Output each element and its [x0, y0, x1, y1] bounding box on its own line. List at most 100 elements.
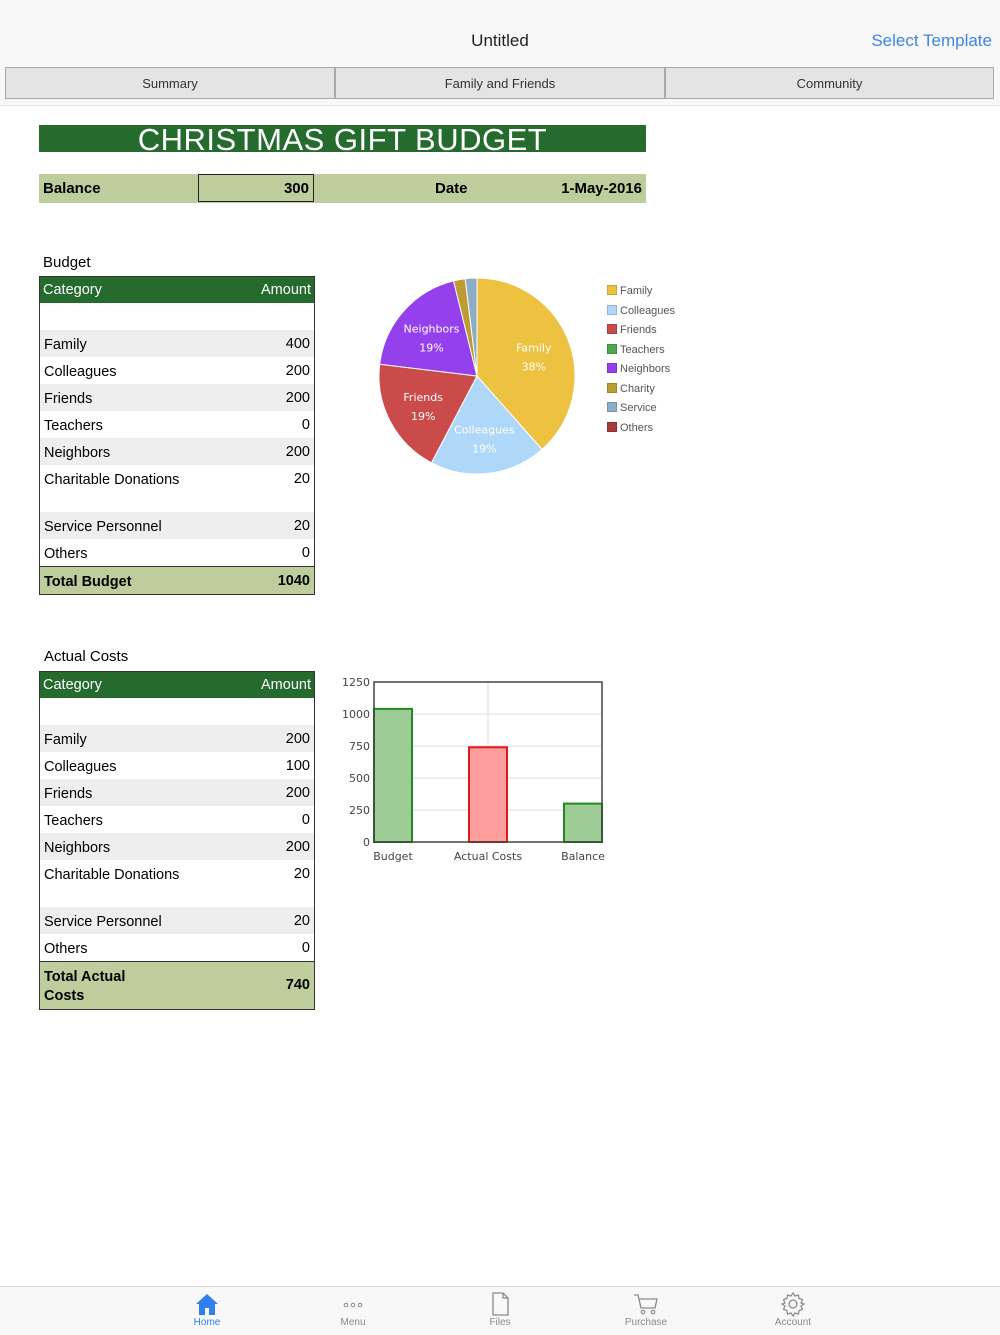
pie-slice-friends[interactable] — [378, 363, 478, 464]
table-row[interactable]: Family 400 — [40, 330, 314, 357]
legend-label: Friends — [620, 324, 657, 336]
bottom-tab-home[interactable]: Home — [167, 1291, 247, 1328]
bottom-tab-label: Files — [489, 1317, 511, 1328]
legend-swatch — [607, 382, 617, 393]
row-amount: 200 — [285, 390, 310, 406]
table-row[interactable]: Neighbors 200 — [40, 833, 314, 860]
actual-total-row[interactable]: Total Actual Costs 740 — [40, 961, 314, 1009]
row-category: Service Personnel — [44, 519, 162, 535]
bottom-tab-files[interactable]: Files — [460, 1291, 540, 1328]
row-category: Service Personnel — [44, 914, 162, 930]
budget-section-title: Budget — [43, 254, 91, 271]
row-category: Family — [44, 732, 87, 748]
pie-slice-colleagues[interactable] — [430, 375, 543, 475]
table-row[interactable]: Charitable Donations 20 — [40, 465, 314, 512]
navigation-bar: Untitled Select Template — [0, 0, 1000, 63]
select-template-button[interactable]: Select Template — [871, 31, 992, 50]
table-row-blank[interactable] — [40, 303, 314, 330]
table-row[interactable]: Service Personnel 20 — [40, 907, 314, 934]
row-amount: 0 — [301, 940, 310, 956]
row-category: Neighbors — [44, 840, 111, 856]
pie-slice-family[interactable] — [476, 277, 576, 451]
row-category: Colleagues — [44, 364, 117, 380]
x-tick-label: Actual Costs — [454, 850, 522, 863]
row-category: Teachers — [44, 418, 103, 434]
bar-balance[interactable] — [563, 802, 603, 844]
pie-slice-name-label: Friends — [403, 391, 443, 404]
pie-slice-percent-label: 19% — [472, 442, 496, 455]
total-label: Total Budget — [44, 574, 132, 590]
row-amount: 20 — [293, 471, 310, 487]
tab-family-and-friends[interactable]: Family and Friends — [335, 67, 665, 99]
legend-label: Neighbors — [620, 363, 671, 375]
table-row[interactable]: Neighbors 200 — [40, 438, 314, 465]
legend-label: Family — [620, 285, 653, 297]
legend-swatch — [607, 363, 617, 373]
row-amount: 400 — [285, 336, 310, 352]
tab-summary[interactable]: Summary — [5, 67, 335, 99]
row-category: Others — [44, 546, 88, 562]
row-category: Neighbors — [44, 445, 111, 461]
y-tick-label: 750 — [349, 740, 370, 753]
row-amount: 20 — [293, 518, 310, 534]
table-row[interactable]: Friends 200 — [40, 779, 314, 806]
row-category: Colleagues — [44, 759, 117, 775]
budget-pie-chart: Family 38% Colleagues 19% Friends 19% Neighbor… — [378, 277, 576, 475]
pie-slice-service[interactable] — [464, 277, 478, 377]
gear-icon — [780, 1291, 806, 1317]
home-icon — [196, 1294, 218, 1315]
actual-costs-section-title: Actual Costs — [44, 648, 129, 665]
bottom-tab-purchase[interactable]: Purchase — [606, 1291, 686, 1328]
bottom-tab-label: Home — [193, 1317, 221, 1328]
plot-frame — [373, 681, 603, 843]
row-amount: 20 — [293, 913, 310, 929]
y-tick-label: 0 — [363, 836, 370, 849]
row-category: Friends — [44, 786, 93, 802]
pie-slice-percent-label: 38% — [522, 360, 546, 373]
table-row[interactable]: Charitable Donations 20 — [40, 860, 314, 907]
row-amount: 100 — [285, 758, 310, 774]
table-row[interactable]: Others 0 — [40, 934, 314, 961]
file-icon — [492, 1292, 509, 1316]
table-row[interactable]: Teachers 0 — [40, 806, 314, 833]
legend-label: Service — [620, 402, 657, 414]
tab-community[interactable]: Community — [665, 67, 994, 99]
row-amount: 200 — [285, 785, 310, 801]
y-tick-label: 1000 — [342, 708, 370, 721]
table-row[interactable]: Family 200 — [40, 725, 314, 752]
row-amount: 0 — [301, 812, 310, 828]
actual-table-header: Category Amount — [40, 672, 314, 698]
row-amount: 0 — [301, 545, 310, 561]
bar-actual-costs[interactable] — [468, 746, 508, 843]
bottom-tab-label: Purchase — [624, 1317, 668, 1328]
bottom-tab-bar: Home Menu Files Purchase Account — [0, 1286, 1000, 1335]
pie-slice-name-label: Family — [516, 341, 552, 354]
balance-value-cell[interactable]: 300 — [198, 174, 314, 202]
legend-swatch — [607, 285, 617, 295]
y-tick-label: 250 — [349, 804, 370, 817]
table-row[interactable]: Colleagues 100 — [40, 752, 314, 779]
actual-costs-table: Category Amount Family 200 Colleagues 100 … — [39, 671, 315, 1010]
table-row[interactable]: Teachers 0 — [40, 411, 314, 438]
legend-label: Colleagues — [620, 304, 676, 317]
table-row[interactable]: Colleagues 200 — [40, 357, 314, 384]
budget-header-amount: Amount — [261, 282, 311, 298]
legend-swatch — [607, 324, 617, 334]
bar-budget[interactable] — [373, 707, 413, 843]
document-title: Untitled — [471, 31, 529, 50]
table-row[interactable]: Friends 200 — [40, 384, 314, 411]
budget-table: Category Amount Family 400 Colleagues 200 … — [39, 276, 315, 595]
date-value[interactable]: 1-May-2016 — [561, 180, 642, 197]
table-row[interactable]: Service Personnel 20 — [40, 512, 314, 539]
table-row[interactable]: Others 0 — [40, 539, 314, 566]
pie-slice-neighbors[interactable] — [379, 280, 478, 377]
row-amount: 200 — [285, 444, 310, 460]
row-amount: 200 — [285, 839, 310, 855]
bottom-tab-menu[interactable]: Menu — [313, 1291, 393, 1328]
bottom-tab-account[interactable]: Account — [753, 1291, 833, 1328]
row-amount: 0 — [301, 417, 310, 433]
sheet-title-banner: CHRISTMAS GIFT BUDGET — [39, 124, 646, 155]
table-row-blank[interactable] — [40, 698, 314, 725]
legend-label: Teachers — [620, 343, 665, 356]
budget-total-row[interactable]: Total Budget 1040 — [40, 566, 314, 594]
